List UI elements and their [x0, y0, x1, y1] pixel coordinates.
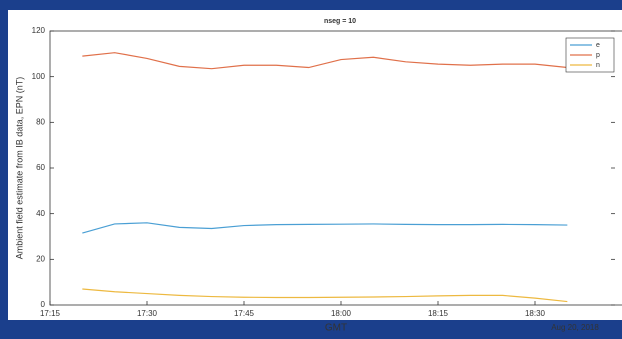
x-tick-label: 18:30 — [525, 309, 546, 318]
legend-label: p — [596, 52, 600, 59]
x-tick-label: 17:45 — [234, 309, 255, 318]
x-tick-label: 18:00 — [331, 309, 352, 318]
x-axis-label: GMT — [325, 323, 347, 334]
x-tick-label: 17:15 — [40, 309, 61, 318]
y-tick-label: 20 — [36, 254, 45, 263]
legend-label: n — [596, 62, 600, 69]
y-axis-label: Ambient field estimate from IB data, EPN… — [14, 77, 24, 260]
y-tick-label: 0 — [41, 300, 46, 309]
chart-title: nseg = 10 — [324, 18, 356, 25]
y-tick-label: 60 — [36, 163, 45, 172]
legend-label: e — [596, 42, 600, 49]
annotation: Aug 20, 2018 — [551, 323, 599, 332]
y-tick-label: 40 — [36, 209, 45, 218]
y-tick-label: 100 — [32, 72, 46, 81]
data-line — [82, 288, 568, 303]
x-tick-label: 18:15 — [428, 309, 449, 318]
x-tick-label: 17:30 — [137, 309, 158, 318]
y-tick-label: 120 — [32, 26, 46, 35]
figure-background — [8, 10, 622, 320]
y-tick-label: 80 — [36, 117, 45, 126]
data-line — [82, 52, 568, 70]
data-line — [82, 222, 568, 234]
